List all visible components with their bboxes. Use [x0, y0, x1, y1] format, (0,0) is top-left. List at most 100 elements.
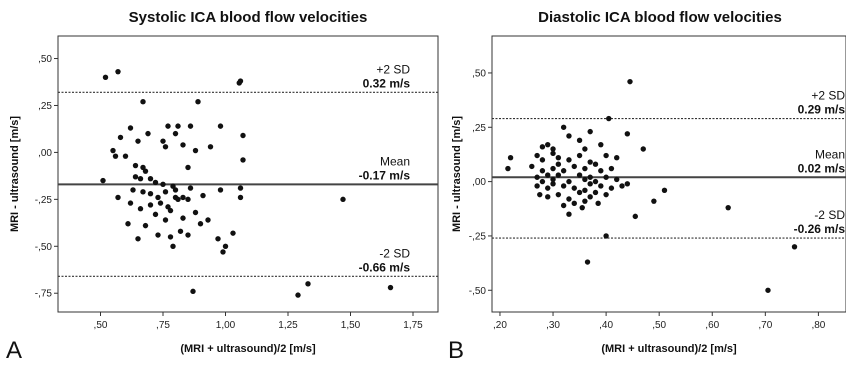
- data-point: [185, 196, 191, 203]
- reference-line-name: Mean: [380, 154, 410, 168]
- data-point: [177, 228, 184, 234]
- data-point: [571, 200, 577, 207]
- data-point: [640, 146, 646, 152]
- data-point: [217, 187, 224, 193]
- plot-frame: [57, 35, 439, 313]
- data-point: [545, 172, 551, 178]
- plot-frame: [491, 35, 846, 313]
- data-point: [220, 249, 226, 255]
- data-point: [661, 187, 668, 193]
- data-point: [142, 222, 149, 229]
- data-point: [582, 187, 588, 193]
- data-point: [606, 115, 612, 122]
- data-point: [587, 159, 593, 165]
- data-point: [603, 233, 609, 239]
- data-point: [550, 176, 556, 183]
- data-point: [539, 168, 546, 174]
- data-point: [555, 155, 562, 161]
- data-point: [135, 236, 141, 242]
- data-point: [145, 130, 151, 137]
- data-point: [566, 211, 572, 217]
- data-point: [115, 194, 121, 201]
- data-point: [725, 204, 731, 211]
- x-tick-label: ,20: [493, 320, 507, 331]
- x-tick-label: ,50: [652, 320, 666, 331]
- x-tick-label: ,75: [156, 320, 170, 331]
- chart-title: Systolic ICA blood flow velocities: [129, 9, 368, 26]
- data-point: [592, 161, 599, 167]
- data-point: [180, 215, 186, 221]
- data-point: [197, 221, 204, 227]
- data-point: [152, 211, 159, 218]
- data-point: [142, 168, 149, 174]
- y-tick-label: ,50: [472, 68, 486, 79]
- x-axis-label: (MRI + ultrasound)/2 [m/s]: [601, 343, 737, 355]
- panel-label: A: [6, 337, 22, 364]
- data-point: [555, 161, 562, 167]
- data-point: [222, 243, 229, 249]
- data-point: [587, 194, 593, 200]
- y-tick-label: -,50: [469, 286, 487, 297]
- data-point: [550, 165, 556, 172]
- data-point: [230, 230, 236, 236]
- data-point: [576, 152, 583, 159]
- data-point: [305, 281, 311, 287]
- y-tick-label: -,50: [35, 242, 53, 253]
- data-point: [534, 174, 540, 180]
- data-point: [603, 191, 609, 198]
- data-point: [595, 200, 601, 207]
- y-axis-label: MRI - ultrasound [m/s]: [9, 116, 21, 232]
- data-point: [765, 287, 771, 293]
- data-point: [587, 174, 593, 180]
- data-point: [566, 178, 572, 185]
- data-point: [100, 177, 106, 184]
- data-point: [135, 138, 141, 144]
- data-point: [187, 185, 194, 191]
- y-tick-label: ,00: [38, 148, 52, 159]
- data-point: [217, 123, 224, 129]
- reference-line-value: -0.66 m/s: [359, 260, 411, 274]
- data-point: [608, 185, 615, 191]
- data-point: [236, 80, 242, 86]
- x-axis-label: (MRI + ultrasound)/2 [m/s]: [180, 343, 316, 355]
- data-point: [529, 163, 535, 170]
- data-point: [619, 183, 625, 189]
- data-point: [132, 174, 139, 180]
- data-point: [237, 185, 244, 191]
- data-point: [157, 200, 164, 206]
- y-tick-label: -,75: [35, 289, 53, 300]
- data-point: [192, 147, 199, 154]
- data-point: [155, 232, 161, 238]
- data-point: [550, 150, 556, 157]
- data-point: [140, 189, 146, 195]
- data-point: [180, 194, 186, 201]
- data-point: [137, 175, 144, 182]
- x-tick-label: ,30: [546, 320, 560, 331]
- data-point: [550, 146, 556, 152]
- data-point: [175, 123, 181, 129]
- data-point: [584, 259, 591, 265]
- data-point: [627, 78, 633, 85]
- data-point: [167, 234, 174, 240]
- data-point: [185, 164, 191, 171]
- data-point: [187, 123, 194, 129]
- reference-line-value: 0.02 m/s: [798, 161, 846, 175]
- data-point: [624, 131, 631, 137]
- data-point: [165, 123, 171, 129]
- data-point: [560, 183, 567, 189]
- data-point: [582, 146, 588, 152]
- data-point: [175, 196, 181, 203]
- data-point: [162, 189, 169, 195]
- x-tick-label: 1,50: [341, 320, 361, 331]
- data-point: [505, 165, 511, 172]
- y-tick-label: -,25: [35, 195, 53, 206]
- data-point: [130, 187, 136, 193]
- systolic-panel: Systolic ICA blood flow velocities ,50 ,25…: [6, 9, 439, 364]
- y-tick-label: -,25: [469, 231, 487, 242]
- y-tick-label: ,00: [472, 177, 486, 188]
- data-point: [167, 207, 174, 214]
- data-point: [603, 152, 609, 159]
- x-tick-label: ,50: [94, 320, 108, 331]
- data-point: [147, 191, 154, 197]
